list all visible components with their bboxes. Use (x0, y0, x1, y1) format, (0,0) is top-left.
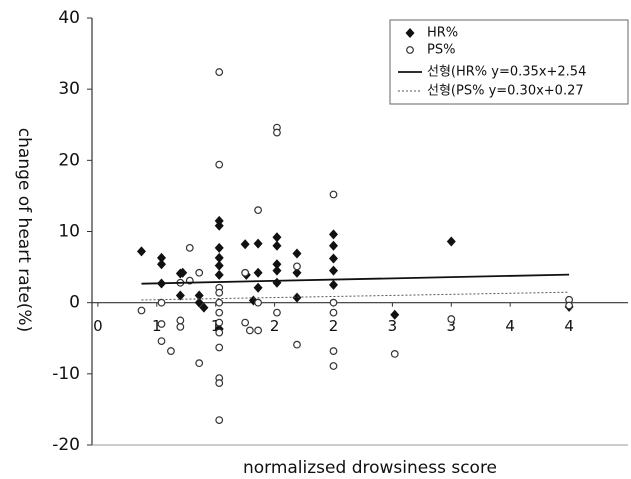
ps-point (167, 347, 175, 355)
trend-line (141, 273, 570, 285)
hr-point (390, 309, 400, 320)
ps-point (215, 416, 224, 424)
hr-point (446, 236, 456, 247)
ps-point (245, 326, 254, 335)
ps-point (215, 328, 224, 337)
hr-point (157, 252, 167, 263)
hr-point (214, 252, 224, 263)
ps-point (215, 68, 224, 76)
hr-point (199, 302, 209, 313)
hr-point (194, 290, 204, 301)
hr-point (292, 248, 302, 259)
hr-point (328, 229, 338, 240)
ps-point (195, 359, 204, 368)
hr-point (240, 239, 250, 250)
y-tick-label: 10 (58, 222, 80, 242)
hr-point (272, 240, 282, 251)
ps-point (329, 298, 338, 307)
ps-point (176, 322, 185, 331)
ps-point (390, 350, 399, 358)
ps-point (241, 318, 250, 327)
x-tick-label: 2 (270, 317, 280, 335)
ps-point (329, 362, 338, 370)
ps-point (241, 268, 250, 277)
x-tick-label: 4 (564, 317, 574, 335)
legend-label: 선형(HR% y=0.35x+2.54 (427, 65, 586, 80)
ps-point (254, 206, 263, 215)
hr-point (178, 267, 188, 278)
ps-point (157, 337, 166, 345)
x-axis-title: normalizsed drowsiness score (243, 458, 497, 478)
ps-point (293, 340, 301, 349)
hr-point (292, 292, 302, 303)
y-tick-label: 40 (58, 8, 80, 28)
x-tick-label: 3 (447, 317, 457, 335)
hr-point (175, 290, 185, 301)
ps-point (157, 298, 166, 307)
ps-point (215, 308, 224, 317)
hr-point (214, 269, 224, 280)
ps-point (329, 308, 338, 317)
x-tick-label: 0 (93, 317, 103, 335)
ps-point (137, 306, 146, 315)
hr-point (328, 253, 338, 264)
hr-point (253, 282, 263, 293)
x-tick-label: 2 (329, 317, 339, 335)
hr-point (292, 267, 302, 278)
hr-point (253, 238, 263, 249)
x-tick-label: 1 (211, 317, 221, 335)
x-tick-label: 1 (152, 317, 162, 335)
ps-point (176, 316, 185, 325)
hr-point (328, 279, 338, 290)
ps-point (215, 298, 224, 307)
ps-point (254, 298, 263, 307)
y-tick-label: -10 (52, 364, 80, 384)
ps-point (254, 326, 263, 335)
legend-symbol (406, 46, 414, 54)
ps-point (273, 308, 281, 317)
legend-box (389, 19, 629, 105)
legend-label: 선형(PS% y=0.30x+0.27 (427, 84, 584, 99)
ps-point (215, 379, 224, 387)
legend-symbol (405, 28, 415, 38)
x-tick-label: 3 (388, 317, 398, 335)
hr-point (253, 267, 263, 278)
legend-label: HR% (427, 26, 458, 41)
hr-point (136, 246, 146, 257)
hr-point (272, 265, 282, 276)
ps-point (565, 301, 573, 310)
ps-point (195, 268, 204, 277)
ps-point (329, 347, 338, 355)
trend-line (141, 291, 570, 301)
y-tick-label: 20 (58, 150, 80, 170)
y-axis-title: change of heart rate(%) (14, 128, 34, 332)
hr-point (272, 259, 282, 270)
legend-label: PS% (427, 43, 455, 58)
hr-point (272, 232, 282, 243)
ps-point (157, 320, 166, 328)
y-tick-label: 30 (58, 79, 80, 99)
hr-point (194, 297, 204, 308)
x-tick-label: 4 (505, 317, 515, 335)
ps-point (293, 262, 301, 271)
hr-point (328, 265, 338, 276)
ps-point (215, 288, 224, 297)
ps-point (273, 128, 281, 137)
ps-point (215, 160, 224, 169)
hr-point (214, 260, 224, 271)
ps-point (447, 315, 456, 323)
hr-point (328, 240, 338, 251)
ps-point (329, 190, 338, 199)
hr-point (214, 242, 224, 253)
y-tick-label: -20 (52, 435, 80, 455)
y-tick-label: 0 (69, 293, 80, 313)
hr-point (272, 277, 282, 288)
ps-point (215, 343, 224, 352)
ps-point (215, 318, 224, 327)
hr-point (214, 220, 224, 231)
ps-point (185, 243, 194, 252)
hr-point (157, 259, 167, 270)
